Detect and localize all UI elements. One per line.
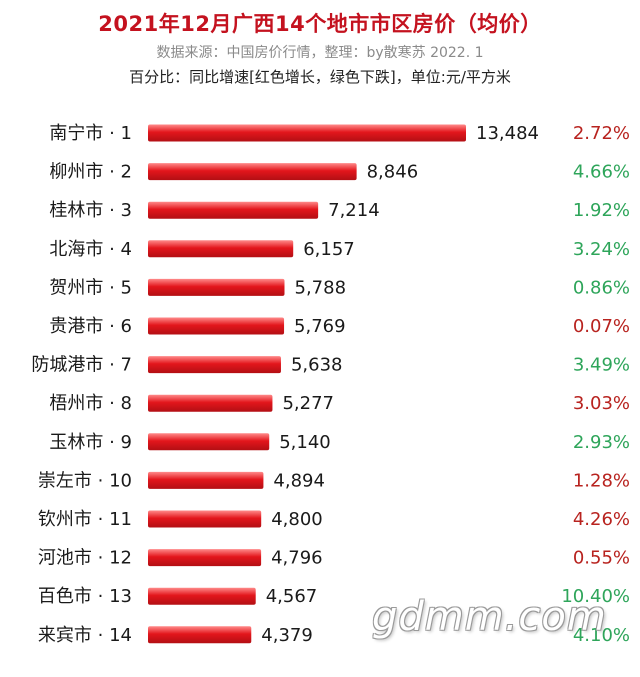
bar (148, 163, 357, 181)
bar (148, 587, 256, 605)
value-label: 6,157 (303, 239, 355, 260)
growth-label: 3.49% (573, 355, 630, 376)
category-label: 河池市 · 12 (38, 548, 132, 569)
category-label: 防城港市 · 7 (31, 355, 132, 376)
growth-label: 3.24% (573, 239, 630, 260)
category-label: 梧州市 · 8 (49, 393, 132, 414)
growth-label: 1.92% (573, 200, 630, 221)
category-label: 柳州市 · 2 (49, 162, 132, 183)
watermark: gdmm.com (372, 594, 607, 640)
bar (148, 471, 264, 489)
growth-label: 0.07% (573, 316, 630, 337)
value-label: 5,140 (279, 432, 331, 453)
growth-label: 2.93% (573, 432, 630, 453)
category-label: 贺州市 · 5 (49, 277, 132, 298)
bar (148, 240, 294, 258)
data-source: 数据来源：中国房价行情，整理：by散寒苏 2022. 1 (156, 45, 484, 61)
value-label: 13,484 (476, 123, 539, 144)
value-label: 4,379 (261, 625, 313, 646)
category-label: 桂林市 · 3 (49, 200, 132, 221)
growth-label: 0.55% (573, 548, 630, 569)
value-label: 4,800 (271, 509, 323, 530)
value-label: 4,894 (273, 470, 325, 491)
bar (148, 549, 262, 567)
category-label: 钦州市 · 11 (38, 509, 132, 530)
value-label: 5,769 (294, 316, 346, 337)
bar (148, 201, 319, 219)
bar (148, 626, 252, 644)
bar (148, 510, 262, 528)
chart-title: 2021年12月广西14个地市市区房价（均价） (98, 12, 542, 36)
value-label: 4,796 (271, 548, 323, 569)
growth-label: 2.72% (573, 123, 630, 144)
value-label: 8,846 (367, 162, 419, 183)
growth-label: 4.26% (573, 509, 630, 530)
growth-label: 3.03% (573, 393, 630, 414)
growth-label: 1.28% (573, 470, 630, 491)
growth-label: 0.86% (573, 277, 630, 298)
value-label: 5,788 (295, 277, 347, 298)
value-label: 7,214 (328, 200, 380, 221)
growth-label: 4.10% (573, 625, 630, 646)
growth-label: 4.66% (573, 162, 630, 183)
bar (148, 317, 285, 335)
category-label: 贵港市 · 6 (49, 316, 132, 337)
bar (148, 394, 273, 412)
category-label: 来宾市 · 14 (38, 625, 132, 646)
category-label: 北海市 · 4 (49, 239, 132, 260)
category-label: 崇左市 · 10 (38, 470, 132, 491)
legend-note: 百分比：同比增速[红色增长，绿色下跌]，单位:元/平方米 (129, 68, 511, 86)
value-label: 5,638 (291, 355, 343, 376)
growth-label: 10.40% (561, 586, 630, 607)
bar (148, 278, 285, 296)
category-label: 南宁市 · 1 (49, 123, 132, 144)
value-label: 5,277 (282, 393, 334, 414)
category-label: 百色市 · 13 (38, 586, 132, 607)
bar (148, 356, 281, 374)
bar (148, 124, 466, 142)
bar (148, 433, 270, 451)
value-label: 4,567 (266, 586, 318, 607)
category-label: 玉林市 · 9 (49, 432, 132, 453)
